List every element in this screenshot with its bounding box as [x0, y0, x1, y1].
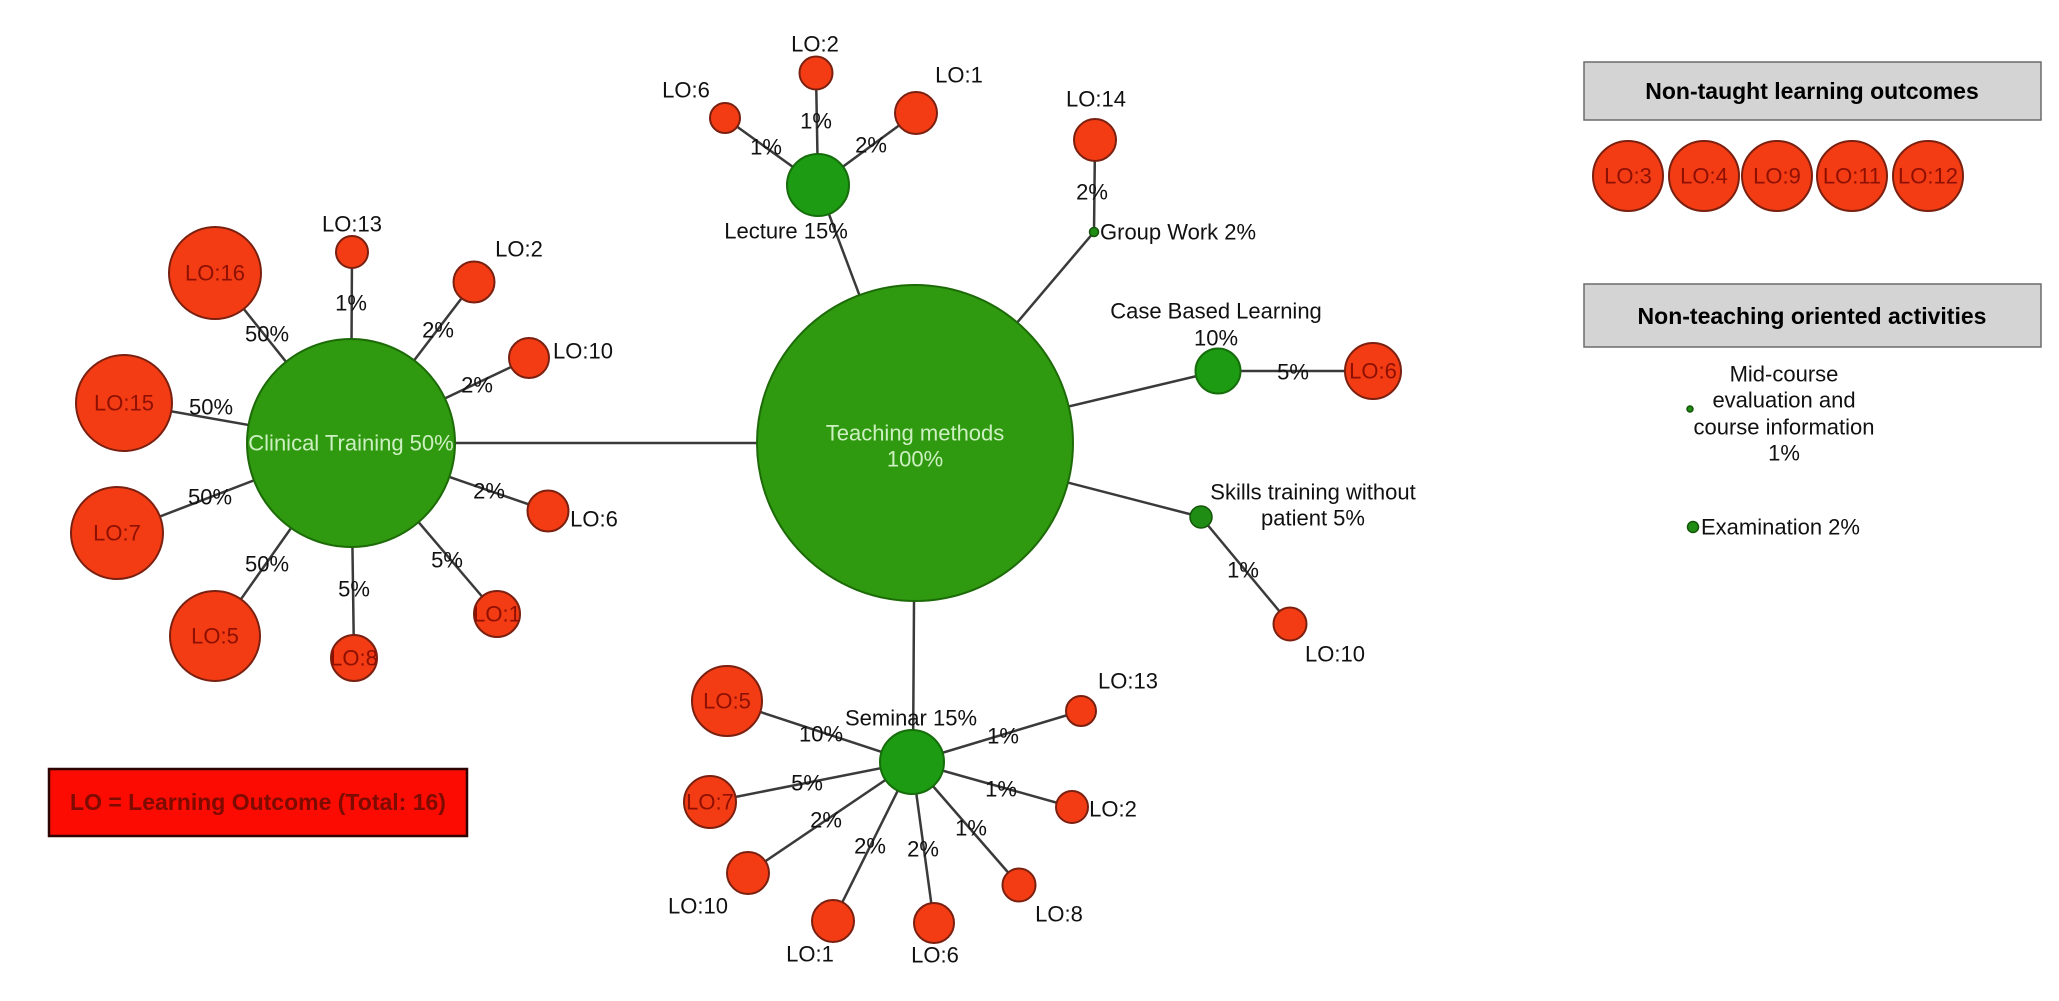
svg-text:LO:4: LO:4 [1680, 164, 1728, 189]
svg-text:1%: 1% [1768, 441, 1800, 466]
svg-text:LO:3: LO:3 [1604, 164, 1652, 189]
svg-text:2%: 2% [855, 133, 887, 158]
svg-text:2%: 2% [810, 808, 842, 833]
svg-text:LO:2: LO:2 [495, 237, 543, 262]
svg-text:1%: 1% [1227, 558, 1259, 583]
svg-text:Case Based Learning: Case Based Learning [1110, 299, 1322, 324]
svg-text:5%: 5% [791, 771, 823, 796]
svg-text:LO:15: LO:15 [94, 391, 154, 416]
svg-text:Group Work 2%: Group Work 2% [1100, 220, 1256, 245]
svg-text:LO:6: LO:6 [1349, 359, 1397, 384]
svg-text:100%: 100% [887, 447, 943, 472]
svg-text:LO:1: LO:1 [786, 942, 834, 967]
svg-text:Examination 2%: Examination 2% [1701, 515, 1860, 540]
svg-text:2%: 2% [907, 837, 939, 862]
svg-text:LO:9: LO:9 [1753, 164, 1801, 189]
svg-text:2%: 2% [473, 479, 505, 504]
svg-text:LO:5: LO:5 [191, 624, 239, 649]
svg-text:50%: 50% [188, 485, 232, 510]
svg-text:LO:8: LO:8 [1035, 902, 1083, 927]
svg-text:LO:16: LO:16 [185, 261, 245, 286]
svg-text:course information: course information [1694, 415, 1875, 440]
svg-text:LO:1: LO:1 [473, 602, 521, 627]
svg-text:1%: 1% [987, 724, 1019, 749]
svg-text:5%: 5% [1277, 360, 1309, 385]
svg-text:50%: 50% [189, 395, 233, 420]
svg-text:10%: 10% [1194, 326, 1238, 351]
svg-text:LO:2: LO:2 [791, 32, 839, 57]
svg-text:LO:6: LO:6 [570, 507, 618, 532]
svg-text:Non-teaching oriented activiti: Non-teaching oriented activities [1638, 303, 1987, 329]
svg-text:LO:10: LO:10 [553, 339, 613, 364]
svg-text:Skills training without: Skills training without [1210, 480, 1415, 505]
svg-text:1%: 1% [800, 109, 832, 134]
svg-text:10%: 10% [799, 722, 843, 747]
svg-text:LO = Learning Outcome (Total:: LO = Learning Outcome (Total: 16) [70, 789, 446, 815]
svg-text:1%: 1% [985, 777, 1017, 802]
svg-text:2%: 2% [422, 318, 454, 343]
svg-text:Lecture 15%: Lecture 15% [724, 219, 848, 244]
svg-text:50%: 50% [245, 552, 289, 577]
svg-text:LO:7: LO:7 [686, 790, 734, 815]
svg-text:Teaching methods: Teaching methods [826, 421, 1005, 446]
svg-text:LO:6: LO:6 [911, 943, 959, 968]
svg-text:LO:13: LO:13 [322, 212, 382, 237]
svg-text:2%: 2% [461, 373, 493, 398]
svg-text:LO:6: LO:6 [662, 78, 710, 103]
svg-text:50%: 50% [245, 322, 289, 347]
svg-text:LO:14: LO:14 [1066, 87, 1126, 112]
svg-text:LO:2: LO:2 [1089, 797, 1137, 822]
svg-text:2%: 2% [854, 834, 886, 859]
svg-text:LO:11: LO:11 [1823, 164, 1881, 189]
svg-text:Mid-course: Mid-course [1730, 362, 1839, 387]
svg-text:LO:8: LO:8 [330, 646, 378, 671]
svg-text:2%: 2% [1076, 180, 1108, 205]
svg-text:LO:12: LO:12 [1898, 164, 1958, 189]
svg-text:5%: 5% [431, 548, 463, 573]
svg-text:LO:10: LO:10 [1305, 642, 1365, 667]
svg-text:LO:13: LO:13 [1098, 669, 1158, 694]
svg-text:1%: 1% [955, 816, 987, 841]
svg-text:1%: 1% [335, 291, 367, 316]
svg-text:LO:5: LO:5 [703, 689, 751, 714]
svg-text:LO:7: LO:7 [93, 521, 141, 546]
svg-text:LO:10: LO:10 [668, 894, 728, 919]
svg-text:5%: 5% [338, 577, 370, 602]
svg-text:Clinical Training 50%: Clinical Training 50% [248, 431, 453, 456]
svg-text:evaluation and: evaluation and [1712, 388, 1855, 413]
svg-text:Non-taught learning outcomes: Non-taught learning outcomes [1645, 78, 1979, 104]
svg-text:patient 5%: patient 5% [1261, 506, 1365, 531]
svg-text:1%: 1% [750, 135, 782, 160]
svg-text:Seminar 15%: Seminar 15% [845, 706, 977, 731]
svg-text:LO:1: LO:1 [935, 63, 983, 88]
